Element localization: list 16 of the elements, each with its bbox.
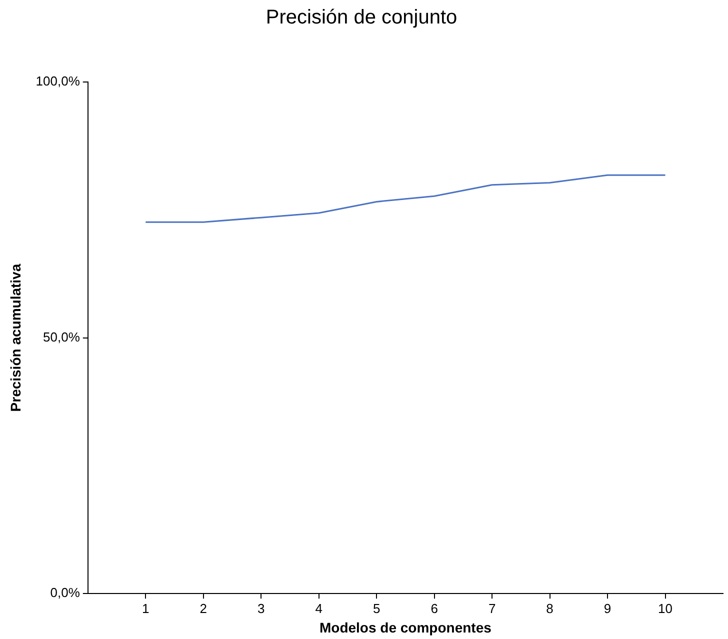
x-tick-label: 6 bbox=[430, 600, 438, 616]
y-axis-title: Precisión acumulativa bbox=[7, 264, 24, 412]
y-tick-label: 50,0% bbox=[43, 329, 80, 344]
x-tick-label: 4 bbox=[315, 600, 322, 616]
chart-title: Precisión de conjunto bbox=[266, 6, 458, 29]
x-tick-label: 2 bbox=[200, 600, 207, 616]
y-tick-label: 100,0% bbox=[36, 74, 80, 89]
x-tick-label: 5 bbox=[372, 600, 380, 616]
x-tick-label: 1 bbox=[142, 600, 150, 616]
x-tick-label: 10 bbox=[658, 600, 672, 616]
x-tick-label: 7 bbox=[488, 600, 496, 616]
x-tick-label: 3 bbox=[257, 600, 265, 616]
x-tick-label: 8 bbox=[546, 600, 554, 616]
x-tick-label: 9 bbox=[604, 600, 612, 616]
y-tick-label: 0,0% bbox=[50, 585, 80, 600]
x-axis-title: Modelos de componentes bbox=[319, 619, 492, 636]
